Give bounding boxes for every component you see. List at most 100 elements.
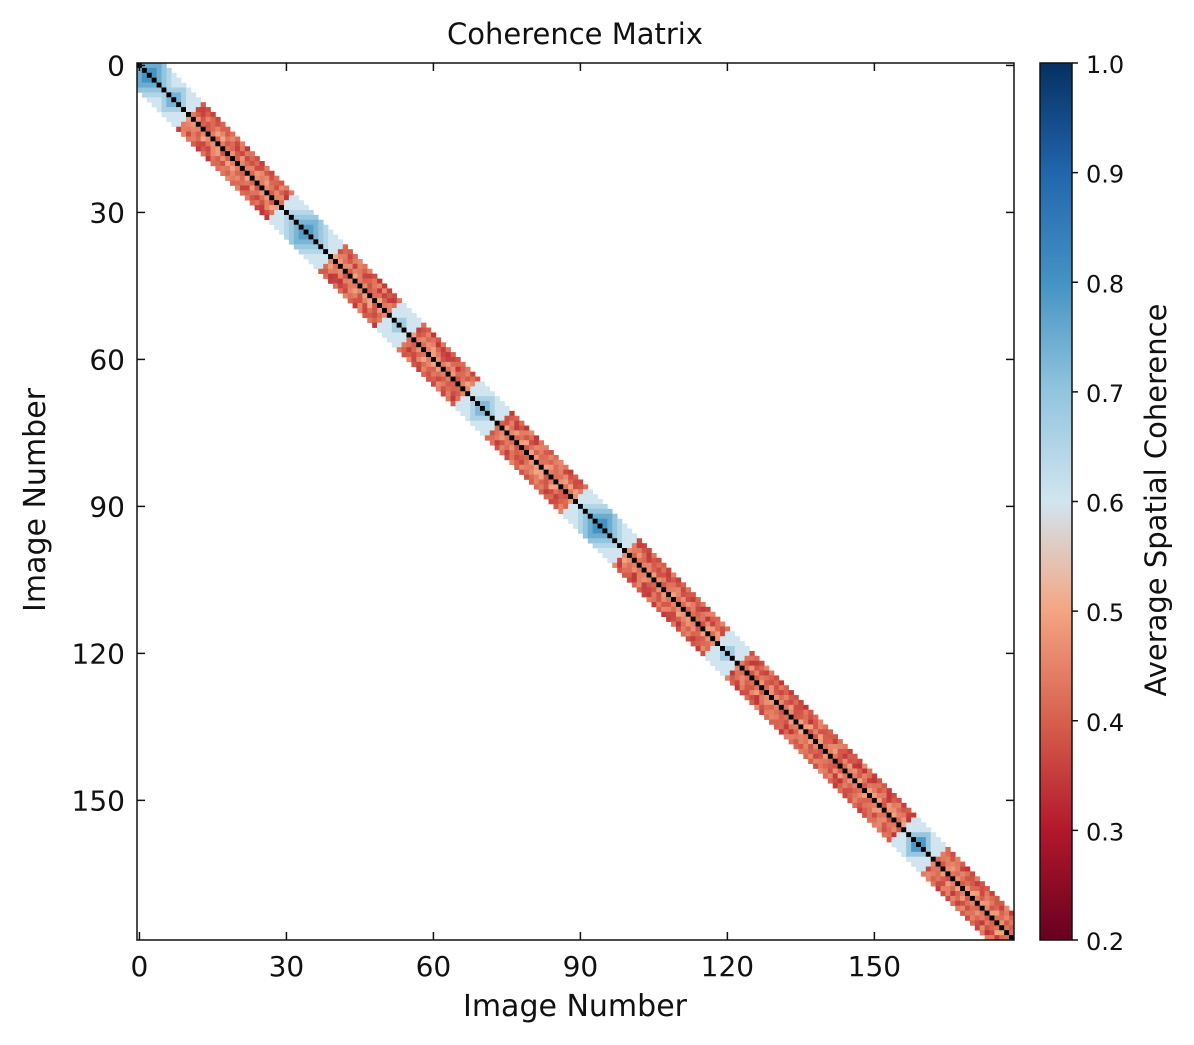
heatmap-cell — [582, 528, 589, 534]
heatmap-cell — [225, 160, 231, 167]
heatmap-cell — [778, 729, 785, 735]
heatmap-cell — [445, 396, 451, 402]
heatmap-cell — [871, 802, 878, 809]
heatmap-cell — [264, 175, 270, 181]
heatmap-cell — [568, 518, 574, 524]
heatmap-cell — [906, 807, 912, 813]
heatmap-cell — [920, 851, 927, 858]
heatmap-cell — [720, 670, 726, 676]
heatmap-cell — [778, 680, 785, 686]
heatmap-cell — [519, 425, 525, 431]
heatmap-cell — [234, 170, 241, 177]
heatmap-cell — [602, 533, 608, 539]
heatmap-cell — [920, 861, 927, 867]
heatmap-cell — [377, 312, 383, 319]
heatmap-cell — [862, 778, 868, 784]
diagonal-cell — [524, 450, 530, 456]
heatmap-cell — [906, 846, 912, 853]
heatmap-cell — [744, 665, 750, 671]
heatmap-cell — [293, 205, 300, 211]
heatmap-cell — [553, 459, 559, 466]
heatmap-cell — [166, 67, 172, 74]
heatmap-cell — [137, 82, 143, 88]
heatmap-cell — [891, 822, 897, 828]
heatmap-cell — [161, 72, 167, 79]
heatmap-cell — [960, 905, 966, 911]
heatmap-cell — [190, 97, 197, 103]
heatmap-cell — [279, 219, 285, 226]
heatmap-cell — [396, 303, 402, 309]
heatmap-cell — [700, 646, 706, 652]
heatmap-cell — [661, 567, 667, 573]
heatmap-cell — [176, 121, 182, 128]
heatmap-cell — [842, 783, 848, 789]
heatmap-cell — [602, 518, 608, 524]
heatmap-cell — [553, 474, 559, 480]
heatmap-cell — [323, 268, 329, 275]
diagonal-cell — [778, 704, 785, 711]
diagonal-cell — [862, 788, 868, 794]
heatmap-cell — [185, 126, 192, 132]
heatmap-cell — [166, 87, 172, 93]
colorbar-tick-label: 0.5 — [1086, 599, 1124, 627]
heatmap-cell — [298, 205, 304, 211]
heatmap-cell — [426, 347, 432, 353]
heatmap-cell — [342, 288, 349, 294]
diagonal-cell — [519, 445, 525, 451]
heatmap-cell — [680, 616, 687, 622]
heatmap-cell — [205, 146, 211, 152]
diagonal-cell — [764, 690, 770, 696]
heatmap-cell — [185, 107, 192, 113]
heatmap-cell — [847, 793, 853, 799]
heatmap-cell — [509, 459, 515, 466]
heatmap-cell — [396, 307, 402, 314]
heatmap-cell — [911, 846, 917, 853]
heatmap-cell — [244, 180, 251, 186]
diagonal-cell — [479, 405, 486, 412]
heatmap-cell — [852, 802, 858, 809]
heatmap-cell — [886, 817, 892, 823]
heatmap-cell — [489, 430, 496, 436]
heatmap-cell — [553, 464, 559, 470]
heatmap-cell — [769, 680, 775, 686]
heatmap-cell — [573, 518, 579, 524]
heatmap-cell — [519, 435, 525, 441]
heatmap-cell — [514, 415, 520, 422]
heatmap-cell — [700, 616, 706, 622]
diagonal-cell — [724, 650, 731, 657]
heatmap-cell — [455, 366, 461, 373]
heatmap-cell — [230, 131, 236, 137]
heatmap-cell — [965, 881, 971, 887]
heatmap-cell — [254, 190, 260, 196]
heatmap-cell — [749, 695, 755, 701]
heatmap-cell — [499, 410, 505, 417]
heatmap-cell — [484, 386, 491, 392]
heatmap-cell — [754, 660, 760, 666]
heatmap-cell — [734, 650, 740, 657]
heatmap-cell — [818, 768, 824, 774]
heatmap-cell — [994, 915, 1000, 921]
heatmap-cell — [935, 851, 941, 858]
heatmap-cell — [577, 499, 584, 505]
heatmap-cell — [259, 160, 265, 167]
heatmap-cell — [475, 391, 481, 397]
heatmap-cell — [396, 332, 402, 338]
heatmap-cell — [435, 376, 442, 382]
heatmap-cell — [587, 494, 593, 500]
heatmap-cell — [406, 322, 412, 328]
heatmap-cell — [543, 484, 549, 490]
heatmap-cell — [391, 298, 398, 304]
heatmap-cell — [685, 601, 691, 608]
heatmap-cell — [754, 699, 760, 706]
heatmap-cell — [313, 234, 319, 240]
heatmap-cell — [185, 92, 192, 98]
heatmap-cell — [724, 660, 731, 666]
heatmap-cell — [960, 900, 966, 907]
heatmap-cell — [470, 401, 476, 407]
heatmap-cell — [788, 719, 794, 725]
chart-title: Coherence Matrix — [447, 17, 703, 51]
heatmap-cell — [367, 288, 373, 294]
diagonal-cell — [871, 797, 878, 804]
diagonal-cell — [489, 415, 496, 422]
heatmap-cell — [617, 562, 623, 568]
